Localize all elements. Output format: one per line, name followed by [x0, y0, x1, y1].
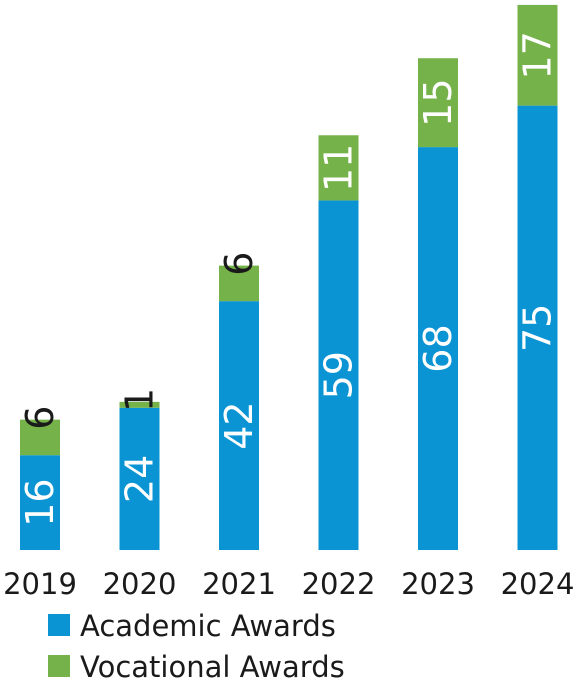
legend-label-vocational: Vocational Awards — [80, 650, 345, 683]
x-tick-label-2023: 2023 — [401, 567, 475, 601]
data-label-vocational-2023: 15 — [416, 78, 460, 126]
data-label-academic-2020: 24 — [118, 455, 162, 503]
data-label-academic-2019: 16 — [18, 478, 62, 526]
data-label-vocational-2024: 17 — [516, 31, 560, 79]
legend-swatch-vocational — [48, 655, 70, 677]
bar-academic-2021 — [219, 301, 259, 550]
bar-group-2024: 75 17 — [516, 4, 560, 550]
bar-academic-2022 — [318, 200, 359, 551]
bar-group-2022: 59 11 — [317, 135, 361, 551]
bar-vocational-2024 — [517, 4, 558, 106]
x-tick-label-2022: 2022 — [302, 567, 376, 601]
legend-label-academic: Academic Awards — [80, 609, 336, 643]
bar-vocational-2020 — [119, 401, 160, 408]
bar-academic-2020 — [119, 407, 160, 550]
bar-academic-2019 — [20, 455, 60, 550]
data-label-academic-2022: 59 — [317, 351, 361, 399]
bar-academic-2024 — [517, 105, 558, 550]
x-tick-label-2021: 2021 — [202, 567, 276, 601]
bar-group-2020: 24 1 — [118, 388, 162, 550]
data-label-vocational-2022: 11 — [317, 144, 361, 192]
bars-group: 16 6 24 1 42 6 59 11 68 15 75 17 — [18, 4, 560, 551]
legend: Academic Awards Vocational Awards — [48, 609, 345, 683]
bar-vocational-2022 — [318, 135, 359, 201]
data-label-vocational-2021: 6 — [217, 252, 261, 276]
data-label-vocational-2020: 1 — [118, 388, 162, 412]
data-label-academic-2023: 68 — [416, 324, 460, 372]
legend-item-vocational: Vocational Awards — [48, 650, 345, 683]
data-label-vocational-2019: 6 — [18, 406, 62, 430]
bar-vocational-2023 — [418, 58, 458, 148]
x-tick-label-2024: 2024 — [501, 567, 575, 601]
data-label-academic-2021: 42 — [217, 401, 261, 449]
data-label-academic-2024: 75 — [516, 304, 560, 352]
legend-item-academic: Academic Awards — [48, 609, 336, 643]
bar-vocational-2021 — [219, 265, 259, 302]
x-tick-label-2019: 2019 — [3, 567, 77, 601]
x-axis-labels: 2019 2020 2021 2022 2023 2024 — [3, 567, 574, 601]
x-tick-label-2020: 2020 — [103, 567, 177, 601]
bar-group-2019: 16 6 — [18, 406, 62, 550]
bar-group-2023: 68 15 — [416, 58, 460, 550]
legend-swatch-academic — [48, 614, 70, 636]
bar-vocational-2019 — [20, 419, 60, 456]
bar-academic-2023 — [418, 147, 458, 550]
bar-group-2021: 42 6 — [217, 252, 261, 550]
